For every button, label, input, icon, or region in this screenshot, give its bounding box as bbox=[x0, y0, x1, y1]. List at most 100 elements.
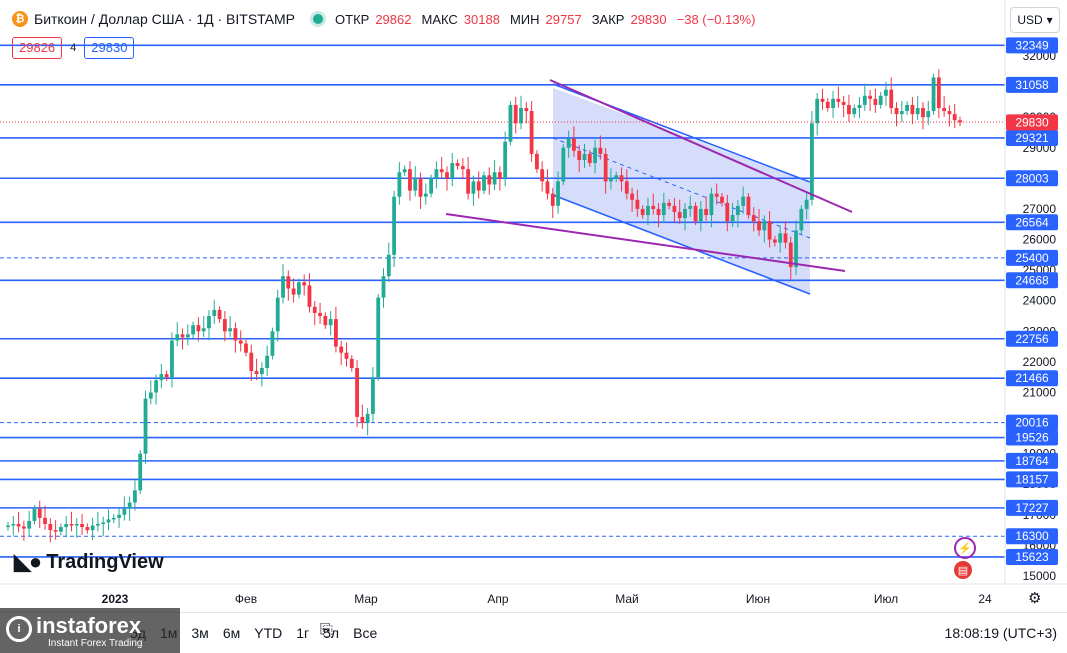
period-button[interactable]: 1г bbox=[296, 625, 310, 641]
low-value: 29757 bbox=[545, 11, 582, 27]
candle-body bbox=[508, 104, 513, 142]
watermark-brand: instaforex bbox=[36, 613, 142, 638]
candle-body bbox=[868, 95, 872, 99]
candle-body bbox=[661, 202, 666, 216]
period-button[interactable]: YTD bbox=[254, 625, 283, 641]
candle-body bbox=[651, 205, 656, 209]
tradingview-mark-icon: ◣● bbox=[14, 549, 42, 574]
watermark-tagline: Instant Forex Trading bbox=[48, 638, 143, 649]
candle-body bbox=[296, 282, 301, 295]
candle-body bbox=[80, 524, 84, 528]
level-price-label: 26564 bbox=[1015, 215, 1049, 229]
candle-body bbox=[561, 147, 566, 182]
period-button[interactable]: 5л bbox=[323, 625, 340, 641]
last-price-label-bg bbox=[1006, 114, 1058, 131]
candle-body bbox=[513, 104, 518, 124]
candle-body bbox=[582, 153, 587, 160]
level-price-label: 18157 bbox=[1015, 472, 1049, 486]
level-label-bg bbox=[1006, 429, 1058, 446]
time-tick-label: 2023 bbox=[102, 592, 129, 606]
candle-body bbox=[201, 328, 206, 332]
level-label-bg bbox=[1006, 272, 1058, 289]
symbol-legend[interactable]: ₿ Биткоин / Доллар США · 1Д · BITSTAMP О… bbox=[12, 9, 759, 29]
tradingview-logo[interactable]: ◣● TradingView bbox=[14, 549, 164, 575]
candle-body bbox=[640, 208, 645, 216]
trendline-lower bbox=[445, 213, 846, 272]
candle-body bbox=[397, 172, 402, 197]
candle-body bbox=[233, 328, 238, 341]
price-tick-label: 15000 bbox=[1023, 569, 1057, 583]
level-price-label: 17227 bbox=[1015, 501, 1049, 515]
candle-body bbox=[355, 368, 359, 417]
gear-icon[interactable]: ⚙ bbox=[1028, 590, 1042, 607]
candle-body bbox=[238, 340, 243, 344]
candle-body bbox=[873, 98, 878, 105]
high-value: 30188 bbox=[463, 11, 500, 27]
candle-body bbox=[757, 221, 761, 231]
lightning-icon[interactable]: ⚡ bbox=[954, 537, 976, 559]
candle-body bbox=[794, 230, 798, 268]
clock-time[interactable]: 18:08:19 (UTC+3) bbox=[944, 625, 1057, 641]
candle-body bbox=[910, 104, 915, 115]
candle-body bbox=[185, 334, 190, 338]
candle-body bbox=[32, 508, 37, 521]
sell-price-button[interactable]: 29826 bbox=[12, 37, 63, 59]
time-tick-label: Мар bbox=[354, 592, 378, 606]
level-label-bg bbox=[1006, 330, 1058, 347]
candle-body bbox=[122, 508, 127, 515]
candle-body bbox=[286, 276, 291, 289]
time-tick-label: Май bbox=[615, 592, 639, 606]
candle-body bbox=[16, 524, 21, 527]
level-price-label: 25400 bbox=[1015, 251, 1049, 265]
period-button[interactable]: Все bbox=[353, 625, 378, 641]
candle-body bbox=[545, 181, 550, 194]
candle-body bbox=[460, 166, 465, 170]
candle-body bbox=[730, 215, 735, 222]
candle-body bbox=[862, 95, 867, 105]
candle-body bbox=[566, 138, 571, 148]
candle-body bbox=[85, 527, 90, 531]
candle-body bbox=[381, 276, 386, 298]
candle-body bbox=[254, 371, 259, 375]
candle-body bbox=[550, 193, 555, 206]
symbol-title[interactable]: Биткоин / Доллар США · 1Д · BITSTAMP bbox=[34, 11, 296, 27]
candle-body bbox=[646, 205, 650, 216]
period-button[interactable]: 3м bbox=[191, 625, 209, 641]
level-labels-layer: 32349 31058 29321 28003 26564 25400 24668 22756… bbox=[1006, 37, 1058, 565]
period-button[interactable]: 6м bbox=[222, 625, 241, 641]
candle-body bbox=[884, 89, 888, 96]
level-price-label: 24668 bbox=[1015, 273, 1049, 287]
currency-select[interactable]: USD ▾ bbox=[1010, 7, 1060, 33]
candle-body bbox=[265, 355, 270, 368]
candle-body bbox=[148, 392, 153, 399]
price-chart[interactable]: 1500016000170001800019000200002100022000… bbox=[0, 0, 1067, 612]
candle-body bbox=[312, 306, 317, 313]
candle-body bbox=[339, 346, 344, 353]
candle-body bbox=[90, 525, 95, 531]
candle-body bbox=[704, 208, 709, 216]
level-price-label: 31058 bbox=[1015, 78, 1049, 92]
candle-body bbox=[820, 98, 825, 102]
candle-body bbox=[915, 108, 920, 115]
candle-body bbox=[360, 416, 365, 424]
instaforex-watermark: i instaforex Instant Forex Trading bbox=[0, 608, 180, 653]
candle-body bbox=[693, 205, 698, 222]
level-price-label: 20016 bbox=[1015, 416, 1049, 430]
level-price-label: 29321 bbox=[1015, 131, 1049, 145]
calendar-icon[interactable]: ⎘ bbox=[320, 622, 333, 639]
candle-body bbox=[926, 111, 931, 118]
us-flag-icon[interactable]: ▤ bbox=[954, 561, 972, 579]
candle-body bbox=[281, 276, 285, 298]
candle-body bbox=[48, 524, 53, 531]
level-label-bg bbox=[1006, 214, 1058, 231]
buy-price-button[interactable]: 29830 bbox=[84, 37, 135, 59]
candle-body bbox=[889, 89, 894, 108]
open-label: ОТКР bbox=[335, 11, 370, 27]
low-label: МИН bbox=[509, 11, 540, 27]
channel-lower-line bbox=[552, 194, 811, 295]
candle-body bbox=[942, 108, 947, 112]
levels-layer bbox=[0, 44, 1005, 558]
candle-body bbox=[344, 352, 349, 359]
spread-value: 4 bbox=[70, 42, 77, 54]
candle-body bbox=[958, 120, 962, 123]
